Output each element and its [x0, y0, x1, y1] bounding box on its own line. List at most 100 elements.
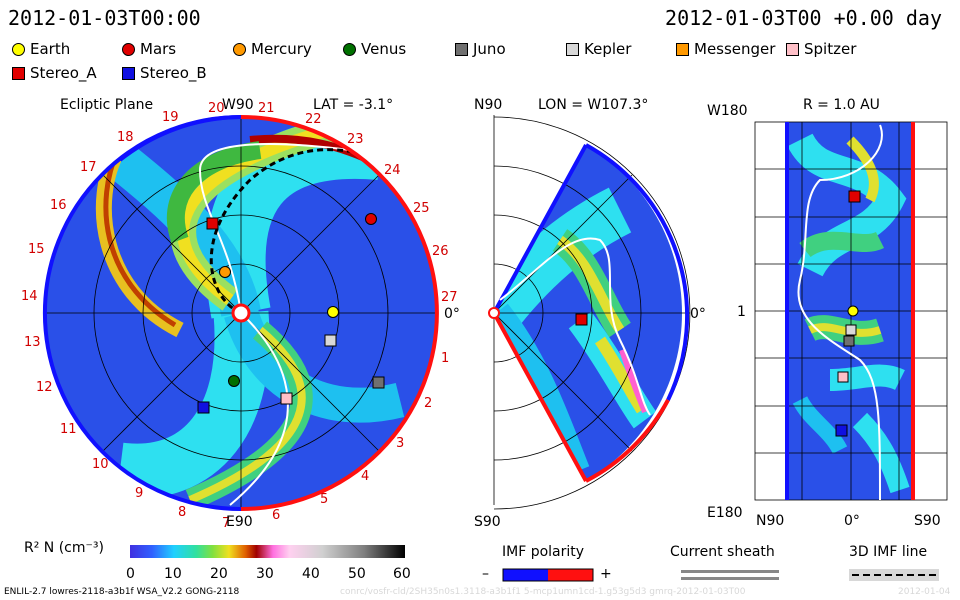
ecliptic-top-label: W90 — [222, 97, 254, 113]
imf-polarity-frame — [502, 568, 594, 582]
radial-stereo-b-marker — [835, 424, 848, 437]
colorbar-tick: 60 — [393, 566, 411, 582]
meridional-sun — [488, 307, 500, 319]
square-icon — [786, 42, 799, 56]
radial-top-label: W180 — [707, 103, 748, 119]
imf-polarity-title: IMF polarity — [502, 544, 585, 560]
sector-label: 14 — [21, 289, 38, 304]
sector-label: 8 — [178, 505, 186, 520]
legend-mercury: Mercury — [233, 40, 312, 58]
ecliptic-polarity-ring-pos — [240, 115, 439, 511]
ecliptic-imf-line — [209, 148, 356, 315]
radial-x-label-left: N90 — [756, 513, 784, 529]
legend-label: Venus — [361, 40, 407, 58]
legend-label: Stereo_B — [140, 64, 207, 82]
legend-stereo-a: Stereo_A — [12, 64, 97, 82]
colorbar-tick: 30 — [256, 566, 274, 582]
sector-label: 4 — [361, 469, 369, 484]
sector-label: 26 — [432, 244, 449, 259]
colorbar-tick: 0 — [126, 566, 135, 582]
legend-label: Juno — [473, 40, 506, 58]
sector-label: 25 — [413, 201, 430, 216]
square-icon — [676, 42, 689, 56]
legend-label: Mercury — [251, 40, 312, 58]
meridional-edge-lower — [492, 312, 588, 482]
sector-label: 2 — [424, 396, 432, 411]
ecliptic-bottom-label: E90 — [226, 514, 253, 530]
sector-label: 16 — [50, 198, 67, 213]
footer-date: 2012-01-04 — [898, 587, 951, 597]
legend-label: Messenger — [694, 40, 776, 58]
current-sheath-title: Current sheath — [670, 544, 775, 560]
imf-plus-label: + — [600, 566, 612, 582]
sector-label: 10 — [92, 457, 109, 472]
legend-messenger: Messenger — [676, 40, 775, 58]
legend-juno: Juno — [455, 40, 506, 58]
meridional-bottom-label: S90 — [474, 514, 501, 530]
sun-marker — [231, 303, 251, 323]
sector-label: 15 — [28, 242, 45, 257]
legend-label: Earth — [30, 40, 71, 58]
radial-title: R = 1.0 AU — [803, 97, 880, 113]
sector-label: 22 — [305, 112, 322, 127]
sector-label: 19 — [162, 110, 179, 125]
sector-label: 13 — [24, 335, 41, 350]
meridional-right-label: 0° — [690, 306, 706, 322]
meridional-current-sheath — [499, 237, 651, 416]
footer-model: ENLIL-2.7 lowres-2118-a3b1f WSA_V2.2 GON… — [4, 587, 240, 597]
spitzer-marker — [280, 392, 293, 405]
sector-label: 24 — [384, 163, 401, 178]
stereo-a-marker — [206, 217, 219, 230]
sector-label: 20 — [208, 101, 225, 116]
imf-polarity-negative — [503, 569, 548, 581]
radial-earth-marker — [847, 305, 859, 317]
meridional-top-label: N90 — [474, 97, 503, 113]
sector-label: 9 — [135, 486, 143, 501]
meridional-arc-pos — [585, 399, 670, 483]
ecliptic-right-label: 0° — [444, 306, 460, 322]
sector-label: 1 — [441, 351, 449, 366]
radial-x-label-right: S90 — [914, 513, 941, 529]
sector-label: 7 — [222, 516, 230, 531]
colorbar-tick: 20 — [210, 566, 228, 582]
colorbar-tick: 10 — [164, 566, 182, 582]
sector-label: 5 — [320, 492, 328, 507]
imf-3d-box — [849, 569, 939, 581]
earth-marker — [327, 306, 339, 318]
kepler-marker — [324, 334, 337, 347]
legend-spitzer: Spitzer — [786, 40, 856, 58]
sector-label: 21 — [258, 101, 275, 116]
left-timestamp: 2012-01-03T00:00 — [8, 6, 201, 30]
square-icon — [566, 42, 579, 56]
juno-marker — [372, 376, 385, 389]
radial-stereo-a-marker — [848, 190, 861, 203]
meridional-lon: LON = W107.3° — [538, 97, 649, 113]
circle-icon — [233, 42, 246, 56]
stereo-b-marker — [197, 401, 210, 414]
square-icon — [122, 66, 135, 80]
sector-label: 18 — [117, 130, 134, 145]
radial-current-sheath — [797, 124, 883, 501]
sector-label: 3 — [396, 436, 404, 451]
meridional-edge-upper — [492, 144, 588, 314]
ecliptic-polarity-ring-seg — [118, 115, 242, 162]
colorbar-ticks: 0 10 20 30 40 50 60 — [126, 566, 411, 582]
legend-venus: Venus — [343, 40, 406, 58]
legend-earth: Earth — [12, 40, 70, 58]
ecliptic-current-sheath-line — [198, 143, 351, 314]
sector-label: 11 — [60, 422, 77, 437]
current-sheath-line-1 — [681, 570, 779, 573]
circle-icon — [12, 42, 25, 56]
sector-label: 12 — [36, 380, 53, 395]
ecliptic-title: Ecliptic Plane — [60, 97, 154, 113]
imf-3d-title: 3D IMF line — [849, 544, 928, 560]
radial-bottom-label: E180 — [707, 505, 743, 521]
meridional-stereo-a-marker — [575, 313, 588, 326]
radial-mid-label: 1 — [737, 304, 746, 320]
legend-stereo-b: Stereo_B — [122, 64, 207, 82]
ecliptic-lat: LAT = -3.1° — [313, 97, 394, 113]
sector-label: 6 — [272, 508, 280, 523]
circle-icon — [122, 42, 135, 56]
sector-label: 23 — [347, 132, 364, 147]
